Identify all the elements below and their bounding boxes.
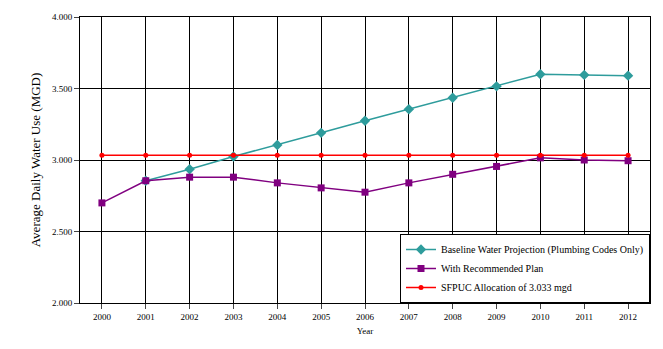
svg-text:3.000: 3.000 <box>52 155 73 165</box>
svg-text:2007: 2007 <box>400 312 419 322</box>
svg-text:2005: 2005 <box>312 312 331 322</box>
svg-text:2004: 2004 <box>268 312 287 322</box>
svg-text:2001: 2001 <box>137 312 155 322</box>
svg-text:Year: Year <box>357 326 374 336</box>
svg-text:2002: 2002 <box>181 312 199 322</box>
svg-text:SFPUC Allocation of 3.033 mgd: SFPUC Allocation of 3.033 mgd <box>441 282 572 293</box>
svg-text:4.000: 4.000 <box>52 12 73 22</box>
svg-text:Average Daily Water Use (MGD): Average Daily Water Use (MGD) <box>28 73 43 248</box>
svg-text:2000: 2000 <box>93 312 112 322</box>
svg-text:With Recommended Plan: With Recommended Plan <box>441 263 543 274</box>
svg-text:2008: 2008 <box>444 312 463 322</box>
svg-text:2009: 2009 <box>488 312 507 322</box>
svg-text:2.000: 2.000 <box>52 298 73 308</box>
svg-text:2003: 2003 <box>224 312 243 322</box>
svg-text:3.500: 3.500 <box>52 84 73 94</box>
svg-text:2012: 2012 <box>619 312 637 322</box>
svg-text:2011: 2011 <box>575 312 593 322</box>
svg-text:2006: 2006 <box>356 312 375 322</box>
svg-text:2.500: 2.500 <box>52 227 73 237</box>
svg-text:2010: 2010 <box>531 312 550 322</box>
svg-text:Baseline Water Projection (Plu: Baseline Water Projection (Plumbing Code… <box>441 244 643 256</box>
